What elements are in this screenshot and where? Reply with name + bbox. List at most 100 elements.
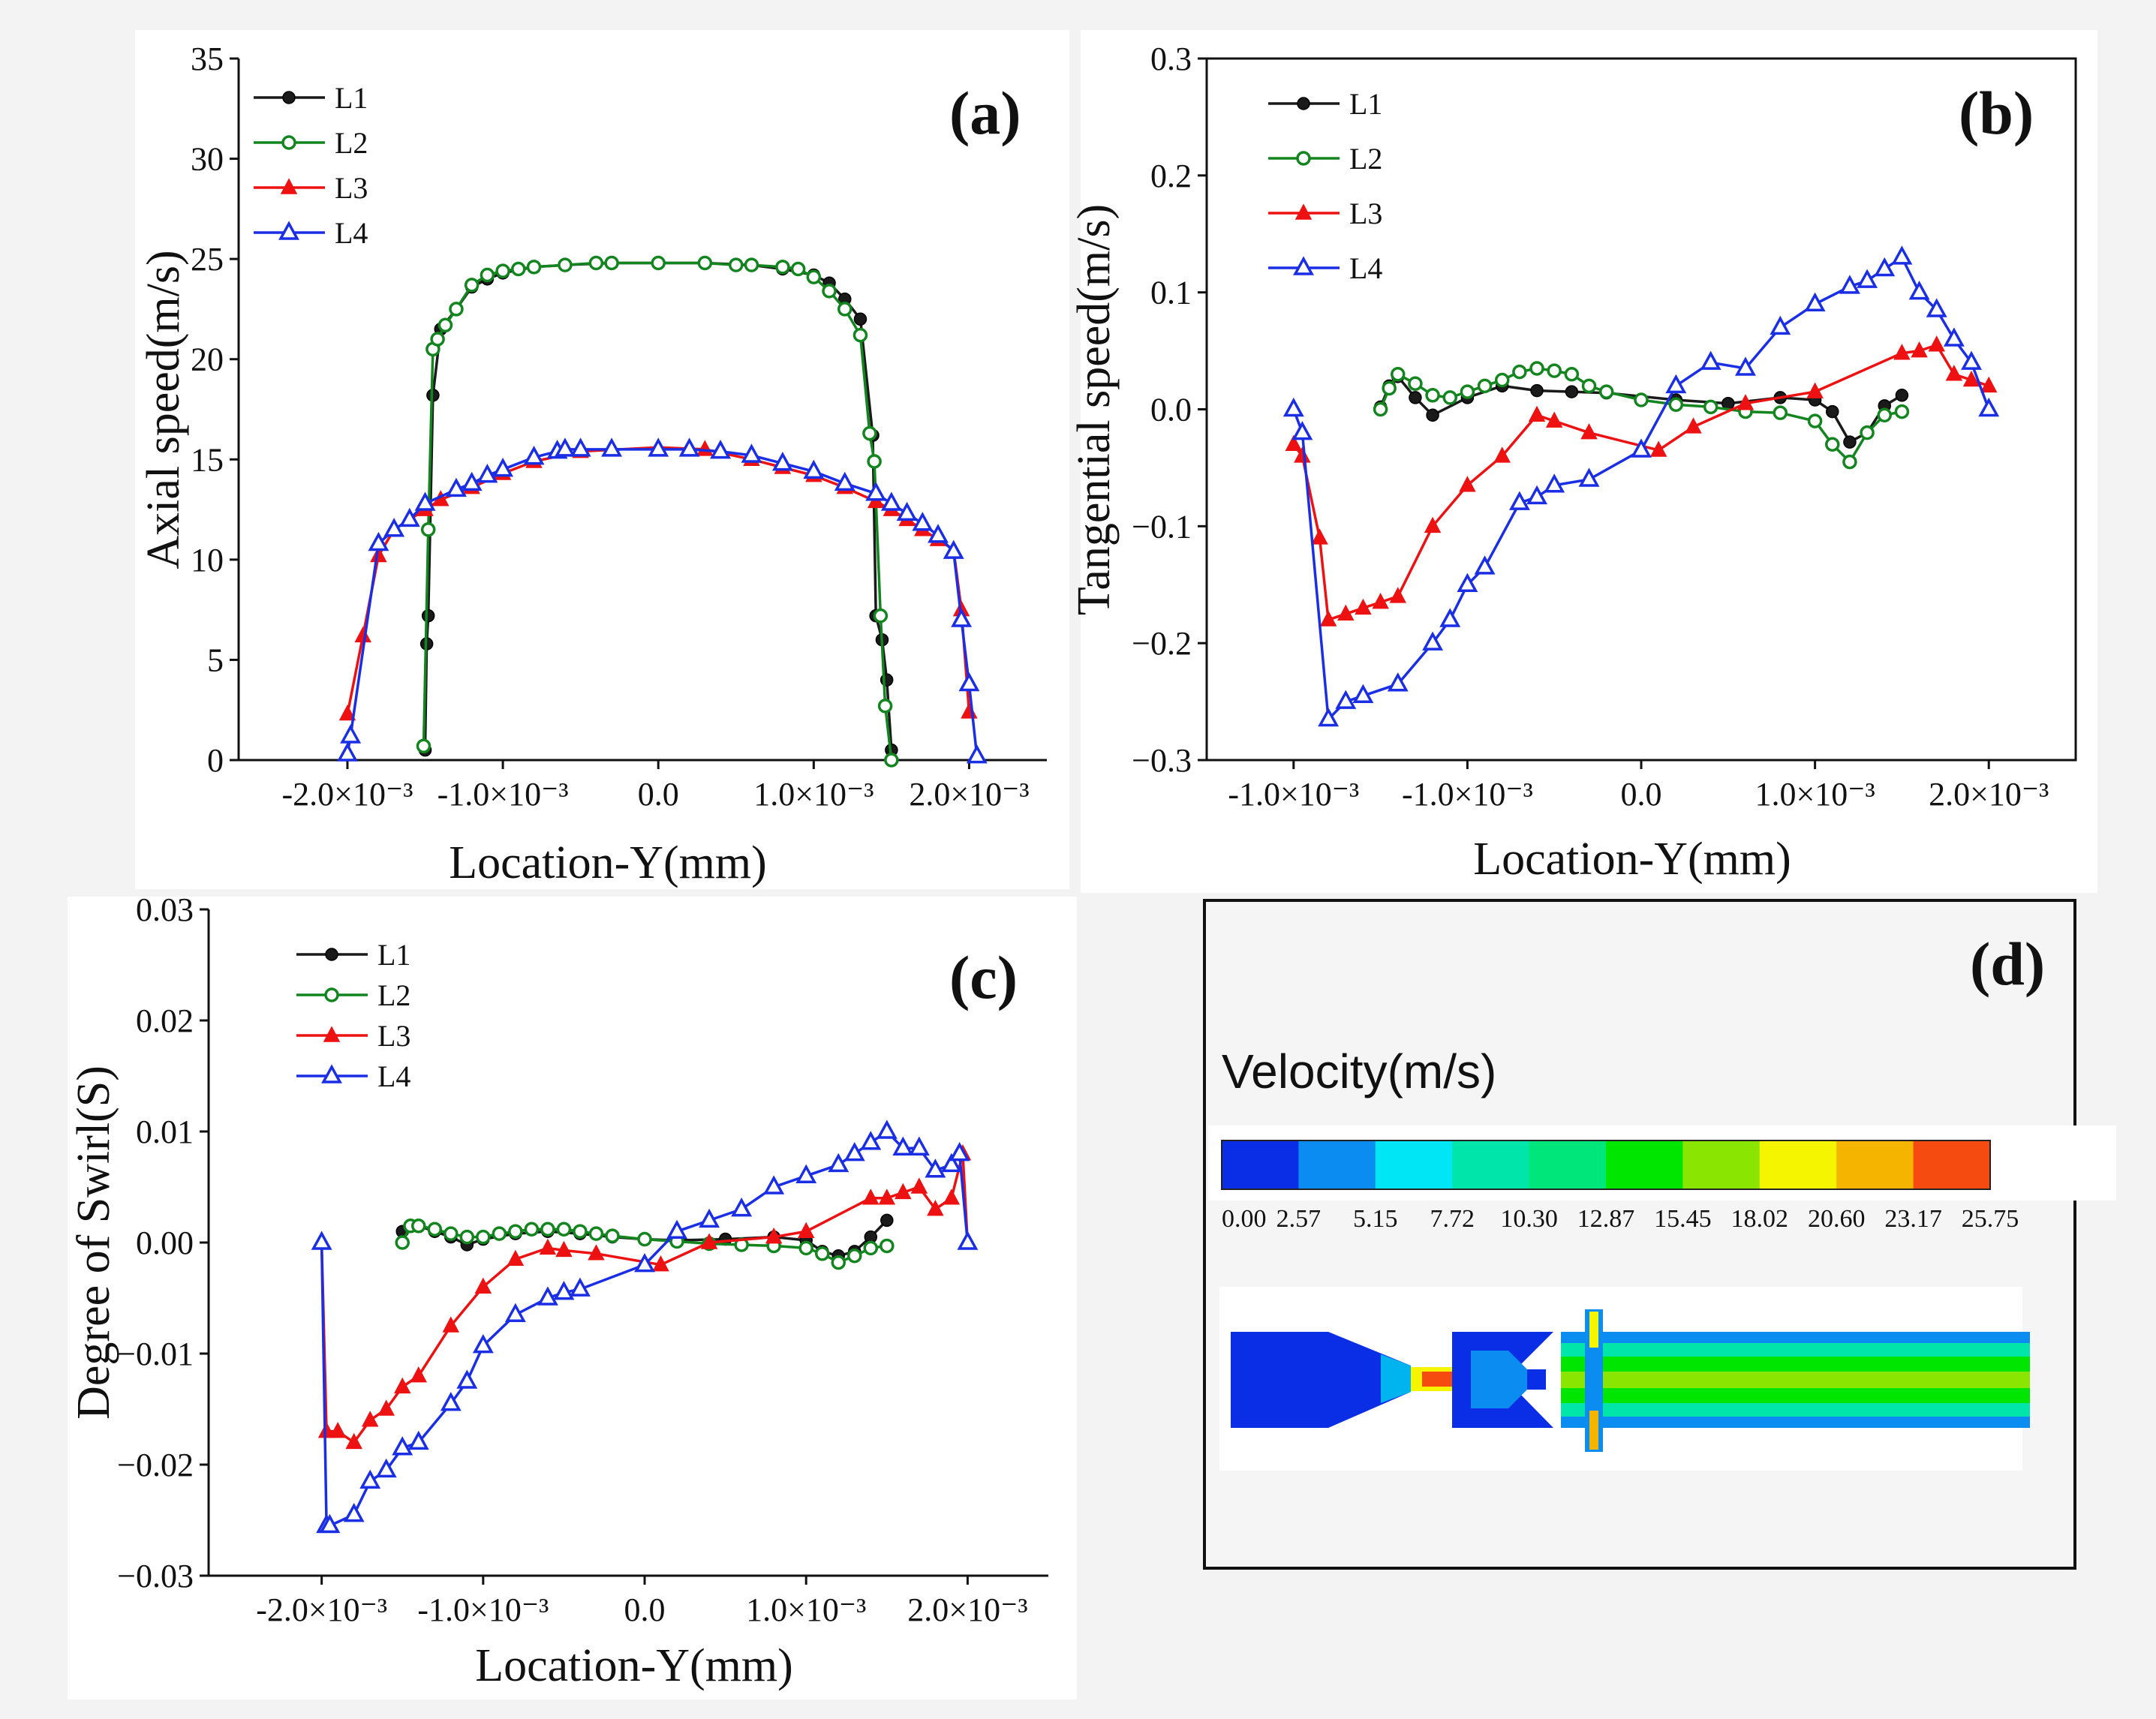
colorbar-segment [1606,1140,1683,1189]
legend-item-L1: L1 [254,81,368,115]
data-point-L4 [1457,572,1478,592]
x-tick-label: 1.0×10⁻³ [1755,776,1875,813]
data-point-L3 [1355,598,1372,615]
data-point-L4 [958,672,980,692]
data-point-L4 [1631,438,1652,458]
data-point-L4 [925,1159,946,1178]
panel-label: (c) [949,943,1018,1011]
data-point-L2 [605,1228,620,1243]
y-tick-label: 5 [207,642,224,678]
colorbar-label: 12.87 [1577,1205,1635,1233]
colorbar-labels: 0.00 2.57 5.15 7.72 10.30 12.87 15.45 18.02 20.6… [1222,1205,2019,1233]
legend-item-L3: L3 [296,1019,410,1053]
legend-item-L3: L3 [254,171,368,205]
y-tick-label: −0.3 [1132,742,1192,779]
data-point-L4 [1891,245,1913,265]
data-point-L4 [337,742,358,762]
colorbar-label: 0.00 [1222,1205,1267,1233]
legend-label: L2 [335,126,368,160]
panel-d-label: (d) [1970,930,2045,998]
x-tick-label: 2.0×10⁻³ [1929,776,2049,813]
data-point-L4 [880,491,902,511]
data-point-L4 [1422,631,1444,651]
colorbar [1221,1140,1991,1190]
series-L4 [1282,245,2000,727]
data-point-L4 [1474,555,1496,575]
series-line-L1 [423,261,893,750]
data-point-L3 [961,702,978,719]
y-tick-label: −0.01 [117,1336,194,1372]
data-point-L2 [558,257,573,272]
data-point-L3 [345,1432,362,1450]
data-point-L3 [1980,376,1998,393]
data-point-L4 [1857,269,1878,288]
data-point-L3 [393,1377,411,1394]
legend-marker-L3 [280,178,298,194]
data-point-L2 [1494,372,1510,388]
data-point-L2 [495,263,510,278]
data-point-L2 [1442,390,1457,405]
data-point-L2 [588,1226,604,1241]
y-tick-label: 15 [191,441,224,478]
colorbar-label: 2.57 [1276,1205,1322,1233]
panel-label: (b) [1959,79,2034,147]
data-point-L3 [1962,370,1980,387]
data-point-L2 [1373,401,1388,417]
colorbar-label: 25.75 [1962,1205,2019,1233]
data-point-L3 [1459,476,1476,492]
y-tick-label: −0.2 [1132,625,1192,662]
series-L3 [313,1143,976,1450]
data-point-L2 [880,1238,895,1254]
data-point-L2 [744,257,759,272]
data-point-L2 [427,1222,443,1237]
data-point-L4 [1508,491,1530,510]
series-L4 [311,1119,979,1534]
colorbar-label: 7.72 [1430,1205,1475,1233]
data-point-L4 [771,451,793,471]
data-point-L4 [553,1280,575,1300]
data-point-L4 [1318,707,1340,727]
data-point-L2 [1877,407,1892,423]
colorbar-segment [1836,1140,1914,1189]
data-point-L1 [1843,435,1857,449]
x-tick-label: 1.0×10⁻³ [746,1591,866,1628]
data-point-L4 [943,539,964,559]
y-tick-label: 0.02 [136,1002,194,1039]
data-point-L4 [375,1458,397,1478]
data-point-L4 [1291,421,1313,440]
data-point-L2 [476,1229,491,1245]
data-point-L4 [1839,275,1860,294]
data-point-L2 [1408,376,1423,391]
y-tick-label: 30 [191,141,224,178]
data-point-L4 [1526,485,1547,505]
data-point-L4 [1352,684,1374,704]
data-point-L2 [464,278,480,293]
data-point-L3 [862,1189,880,1205]
series-line-L4 [1292,255,1990,723]
plot-frame [1205,57,2077,762]
legend-label: L1 [377,938,410,972]
data-point-L1 [1565,385,1579,398]
x-tick-label: 2.0×10⁻³ [909,776,1029,813]
data-point-L4 [1943,327,1965,347]
legend-label: L1 [335,81,368,115]
legend-item-L2: L2 [254,126,368,160]
y-tick-label: 25 [191,241,224,278]
data-point-L2 [651,255,666,271]
colorbar-segment [1222,1140,1299,1189]
data-point-L4 [908,1136,930,1156]
data-point-L4 [860,1131,882,1150]
data-point-L3 [354,626,371,643]
legend-marker-L1 [282,91,296,104]
data-point-L2 [1807,413,1823,428]
chart-b-tangential-speed: −0.3 −0.2 −0.1 0.0 0.1 0.2 0.3 -1.0×10⁻³ -1.0×10… [1069,41,2077,885]
y-tick-label: 0.3 [1150,41,1192,77]
data-point-L3 [927,1199,944,1216]
data-point-L4 [440,1391,462,1411]
field-diffuser-inner [1471,1351,1527,1408]
data-point-L4 [912,512,934,531]
data-point-L3 [1337,604,1355,621]
data-point-L2 [508,1224,523,1239]
data-point-L3 [1285,434,1303,451]
data-point-L3 [329,1421,347,1438]
